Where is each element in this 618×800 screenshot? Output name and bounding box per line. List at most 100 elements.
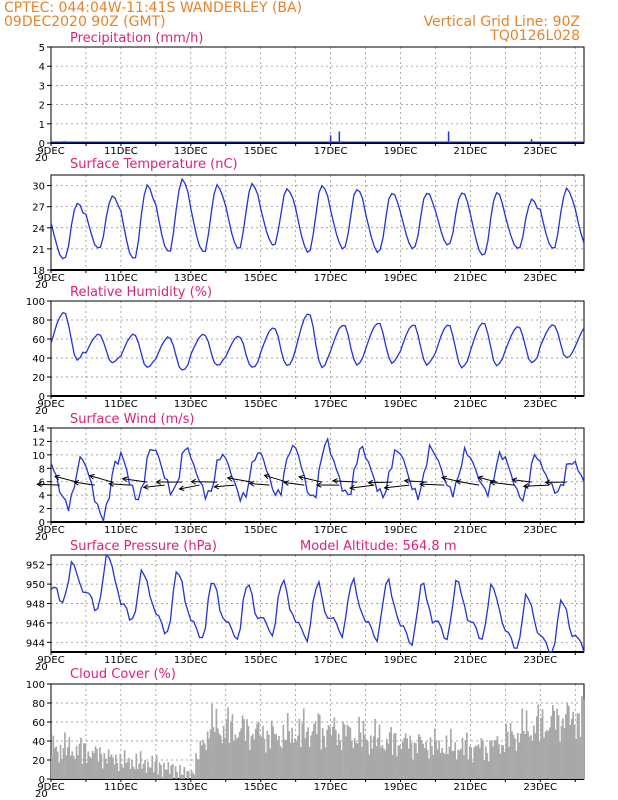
cloud-bar	[53, 748, 56, 779]
cloud-bar	[166, 769, 168, 779]
cloud-bar	[517, 733, 519, 779]
cloud-bar	[551, 705, 554, 779]
cloud-bar	[218, 733, 221, 779]
x-tick-label: 21DEC	[454, 525, 488, 536]
cloud-bar	[144, 759, 146, 779]
cloud-bar	[407, 748, 410, 779]
cloud-bar	[270, 720, 273, 779]
cloud-bar	[103, 753, 106, 779]
cloud-bar	[206, 731, 209, 779]
cloud-bar	[288, 731, 291, 779]
cloud-bar	[100, 754, 103, 779]
wind-arrow-head	[121, 476, 128, 483]
cloud-bar	[337, 733, 340, 779]
cloud-bar	[72, 755, 75, 779]
header-date: 09DEC2020 90Z (GMT)	[4, 14, 166, 30]
y-tick-label: 1	[39, 120, 45, 131]
cloud-bar	[129, 768, 132, 779]
cloud-bar	[403, 737, 406, 779]
cloud-bar	[413, 742, 416, 779]
wind-arrow-head	[403, 478, 410, 484]
cloud-bar	[101, 768, 104, 779]
cloud-bar	[78, 743, 81, 779]
panel-title: Surface Wind (m/s)	[70, 412, 194, 427]
cloud-bar	[515, 750, 518, 779]
plot-frame	[50, 427, 585, 523]
cloud-bar	[77, 755, 79, 779]
cloud-bar	[80, 737, 82, 779]
cloud-bar	[383, 748, 385, 779]
wind-arrow	[368, 481, 392, 484]
cloud-bar	[285, 739, 288, 779]
cloud-bar	[267, 734, 270, 779]
cloud-bar	[512, 734, 515, 779]
cloud-bar	[415, 743, 417, 779]
cloud-bar	[157, 774, 159, 779]
cloud-bar	[272, 726, 275, 779]
cloud-bar	[578, 713, 580, 779]
cloud-bar	[281, 748, 283, 779]
wind-arrow-head	[283, 480, 290, 486]
cloud-bar	[62, 748, 65, 779]
wind-arrow-head	[73, 479, 80, 486]
y-tick-label: 948	[26, 600, 45, 611]
cloud-bar	[468, 746, 471, 779]
cloud-bar	[94, 746, 97, 779]
cloud-bar	[231, 714, 234, 779]
cloud-bar	[521, 708, 524, 779]
cloud-bar	[502, 745, 505, 779]
cloud-bar	[183, 766, 186, 779]
wind-arrow-head	[315, 482, 322, 488]
wind-arrow-head	[440, 475, 447, 482]
cloud-bar	[518, 742, 521, 779]
cloud-bar	[371, 748, 374, 779]
cloud-bar	[451, 750, 454, 779]
x-tick-label: 23DEC	[523, 655, 557, 666]
x-tick-label: 17DEC	[314, 655, 348, 666]
wind-arrow	[264, 474, 288, 483]
cloud-bar	[396, 756, 398, 779]
y-tick-label: 24	[32, 224, 45, 235]
cloud-bar	[569, 725, 572, 779]
cloud-bar	[487, 761, 490, 779]
cloud-bar	[90, 758, 92, 779]
cloud-bar	[217, 728, 219, 779]
cloud-bar	[374, 718, 376, 779]
cloud-bar	[251, 734, 254, 779]
x-tick-label: 15DEC	[244, 273, 278, 284]
cloud-bar	[317, 713, 320, 779]
cloud-bar	[273, 734, 276, 779]
y-tick-label: 946	[26, 619, 45, 630]
cloud-bar	[474, 745, 477, 779]
cloud-bar	[128, 757, 130, 779]
x-tick-label: 21DEC	[454, 782, 488, 793]
cloud-bar	[353, 738, 356, 779]
wind-arrow-head	[53, 474, 60, 481]
cloud-bar	[479, 748, 481, 779]
cloud-bar	[193, 774, 196, 779]
cloud-bar	[490, 740, 493, 779]
cloud-bar	[211, 703, 213, 779]
x-cut-label: 20	[35, 532, 48, 543]
cloud-bar	[154, 761, 157, 779]
wind-arrow	[384, 484, 410, 489]
cloud-bar	[307, 727, 309, 779]
cloud-bar	[65, 755, 68, 779]
y-tick-label: 0	[39, 775, 45, 786]
y-tick-label: 27	[32, 203, 45, 214]
cloud-bar	[457, 749, 459, 779]
cloud-bar	[400, 749, 403, 779]
cloud-bar	[543, 737, 545, 779]
cloud-bar	[145, 772, 148, 779]
cloud-bar	[262, 726, 264, 779]
cloud-bar	[68, 737, 71, 779]
cloud-bar	[190, 770, 193, 779]
header-grid-line: Vertical Grid Line: 90Z	[423, 14, 580, 30]
cloud-bar	[304, 738, 307, 779]
x-tick-label: 21DEC	[454, 399, 488, 410]
wind-arrow-head	[142, 484, 149, 490]
cloud-bar	[51, 755, 53, 779]
x-tick-label: 11DEC	[104, 655, 138, 666]
y-tick-label: 6	[39, 478, 45, 489]
cloud-bar	[401, 741, 404, 779]
